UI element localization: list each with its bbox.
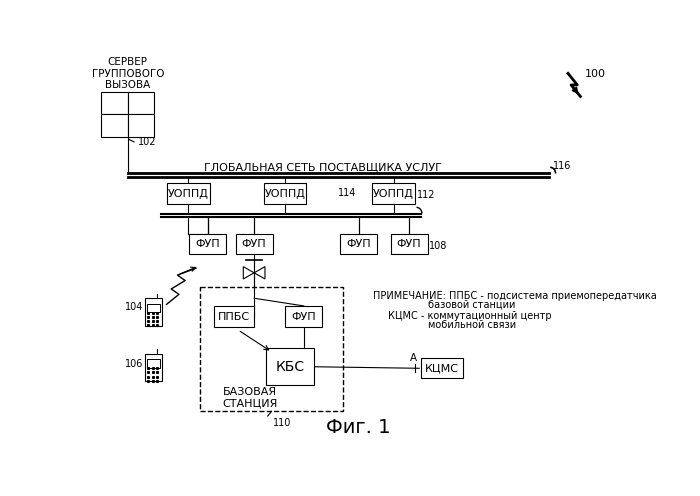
Bar <box>145 354 162 381</box>
Bar <box>391 234 428 254</box>
Text: ФУП: ФУП <box>346 240 371 249</box>
Text: КЦМС: КЦМС <box>425 363 459 373</box>
Bar <box>189 234 226 254</box>
Text: Фиг. 1: Фиг. 1 <box>326 418 391 437</box>
Text: 108: 108 <box>429 241 448 251</box>
Text: ФУП: ФУП <box>397 240 421 249</box>
Text: 102: 102 <box>138 137 156 147</box>
Bar <box>167 184 209 203</box>
Bar <box>147 304 160 312</box>
Bar <box>372 184 415 203</box>
Polygon shape <box>254 267 265 279</box>
Text: ФУП: ФУП <box>195 240 220 249</box>
Bar <box>340 234 377 254</box>
Text: КБС: КБС <box>275 360 304 374</box>
Text: А: А <box>410 353 417 363</box>
Text: 104: 104 <box>125 303 144 312</box>
Polygon shape <box>244 267 254 279</box>
Text: 116: 116 <box>552 161 571 171</box>
Bar <box>235 234 273 254</box>
Bar <box>145 298 162 326</box>
Bar <box>102 92 128 114</box>
Bar <box>421 358 463 378</box>
Bar <box>128 114 154 136</box>
Text: 100: 100 <box>585 69 606 79</box>
Bar <box>214 306 254 327</box>
Text: УОППД: УОППД <box>168 188 209 198</box>
Text: УОППД: УОППД <box>265 188 306 198</box>
Text: ФУП: ФУП <box>241 240 267 249</box>
Text: СЕРВЕР
ГРУППОВОГО
ВЫЗОВА: СЕРВЕР ГРУППОВОГО ВЫЗОВА <box>92 57 164 90</box>
Text: ПРИМЕЧАНИЕ: ППБС - подсистема приемопередатчика: ПРИМЕЧАНИЕ: ППБС - подсистема приемопере… <box>372 291 657 301</box>
Text: УОППД: УОППД <box>373 188 414 198</box>
Text: мобильной связи: мобильной связи <box>428 320 517 330</box>
Text: ППБС: ППБС <box>218 311 250 322</box>
Bar <box>128 92 154 114</box>
Text: ГЛОБАЛЬНАЯ СЕТЬ ПОСТАВЩИКА УСЛУГ: ГЛОБАЛЬНАЯ СЕТЬ ПОСТАВЩИКА УСЛУГ <box>204 162 442 172</box>
Bar <box>266 348 314 385</box>
Text: 110: 110 <box>273 418 291 428</box>
Bar <box>147 359 160 368</box>
Text: КЦМС - коммутационный центр: КЦМС - коммутационный центр <box>389 310 552 320</box>
Text: 112: 112 <box>417 190 436 200</box>
Text: ФУП: ФУП <box>291 311 316 322</box>
Bar <box>285 306 322 327</box>
Bar <box>264 184 307 203</box>
Text: БАЗОВАЯ
СТАНЦИЯ: БАЗОВАЯ СТАНЦИЯ <box>223 387 278 408</box>
Text: базовой станции: базовой станции <box>428 300 516 310</box>
Text: 106: 106 <box>125 359 144 369</box>
Text: 114: 114 <box>338 188 357 198</box>
Bar <box>102 114 128 136</box>
Bar <box>200 287 343 411</box>
